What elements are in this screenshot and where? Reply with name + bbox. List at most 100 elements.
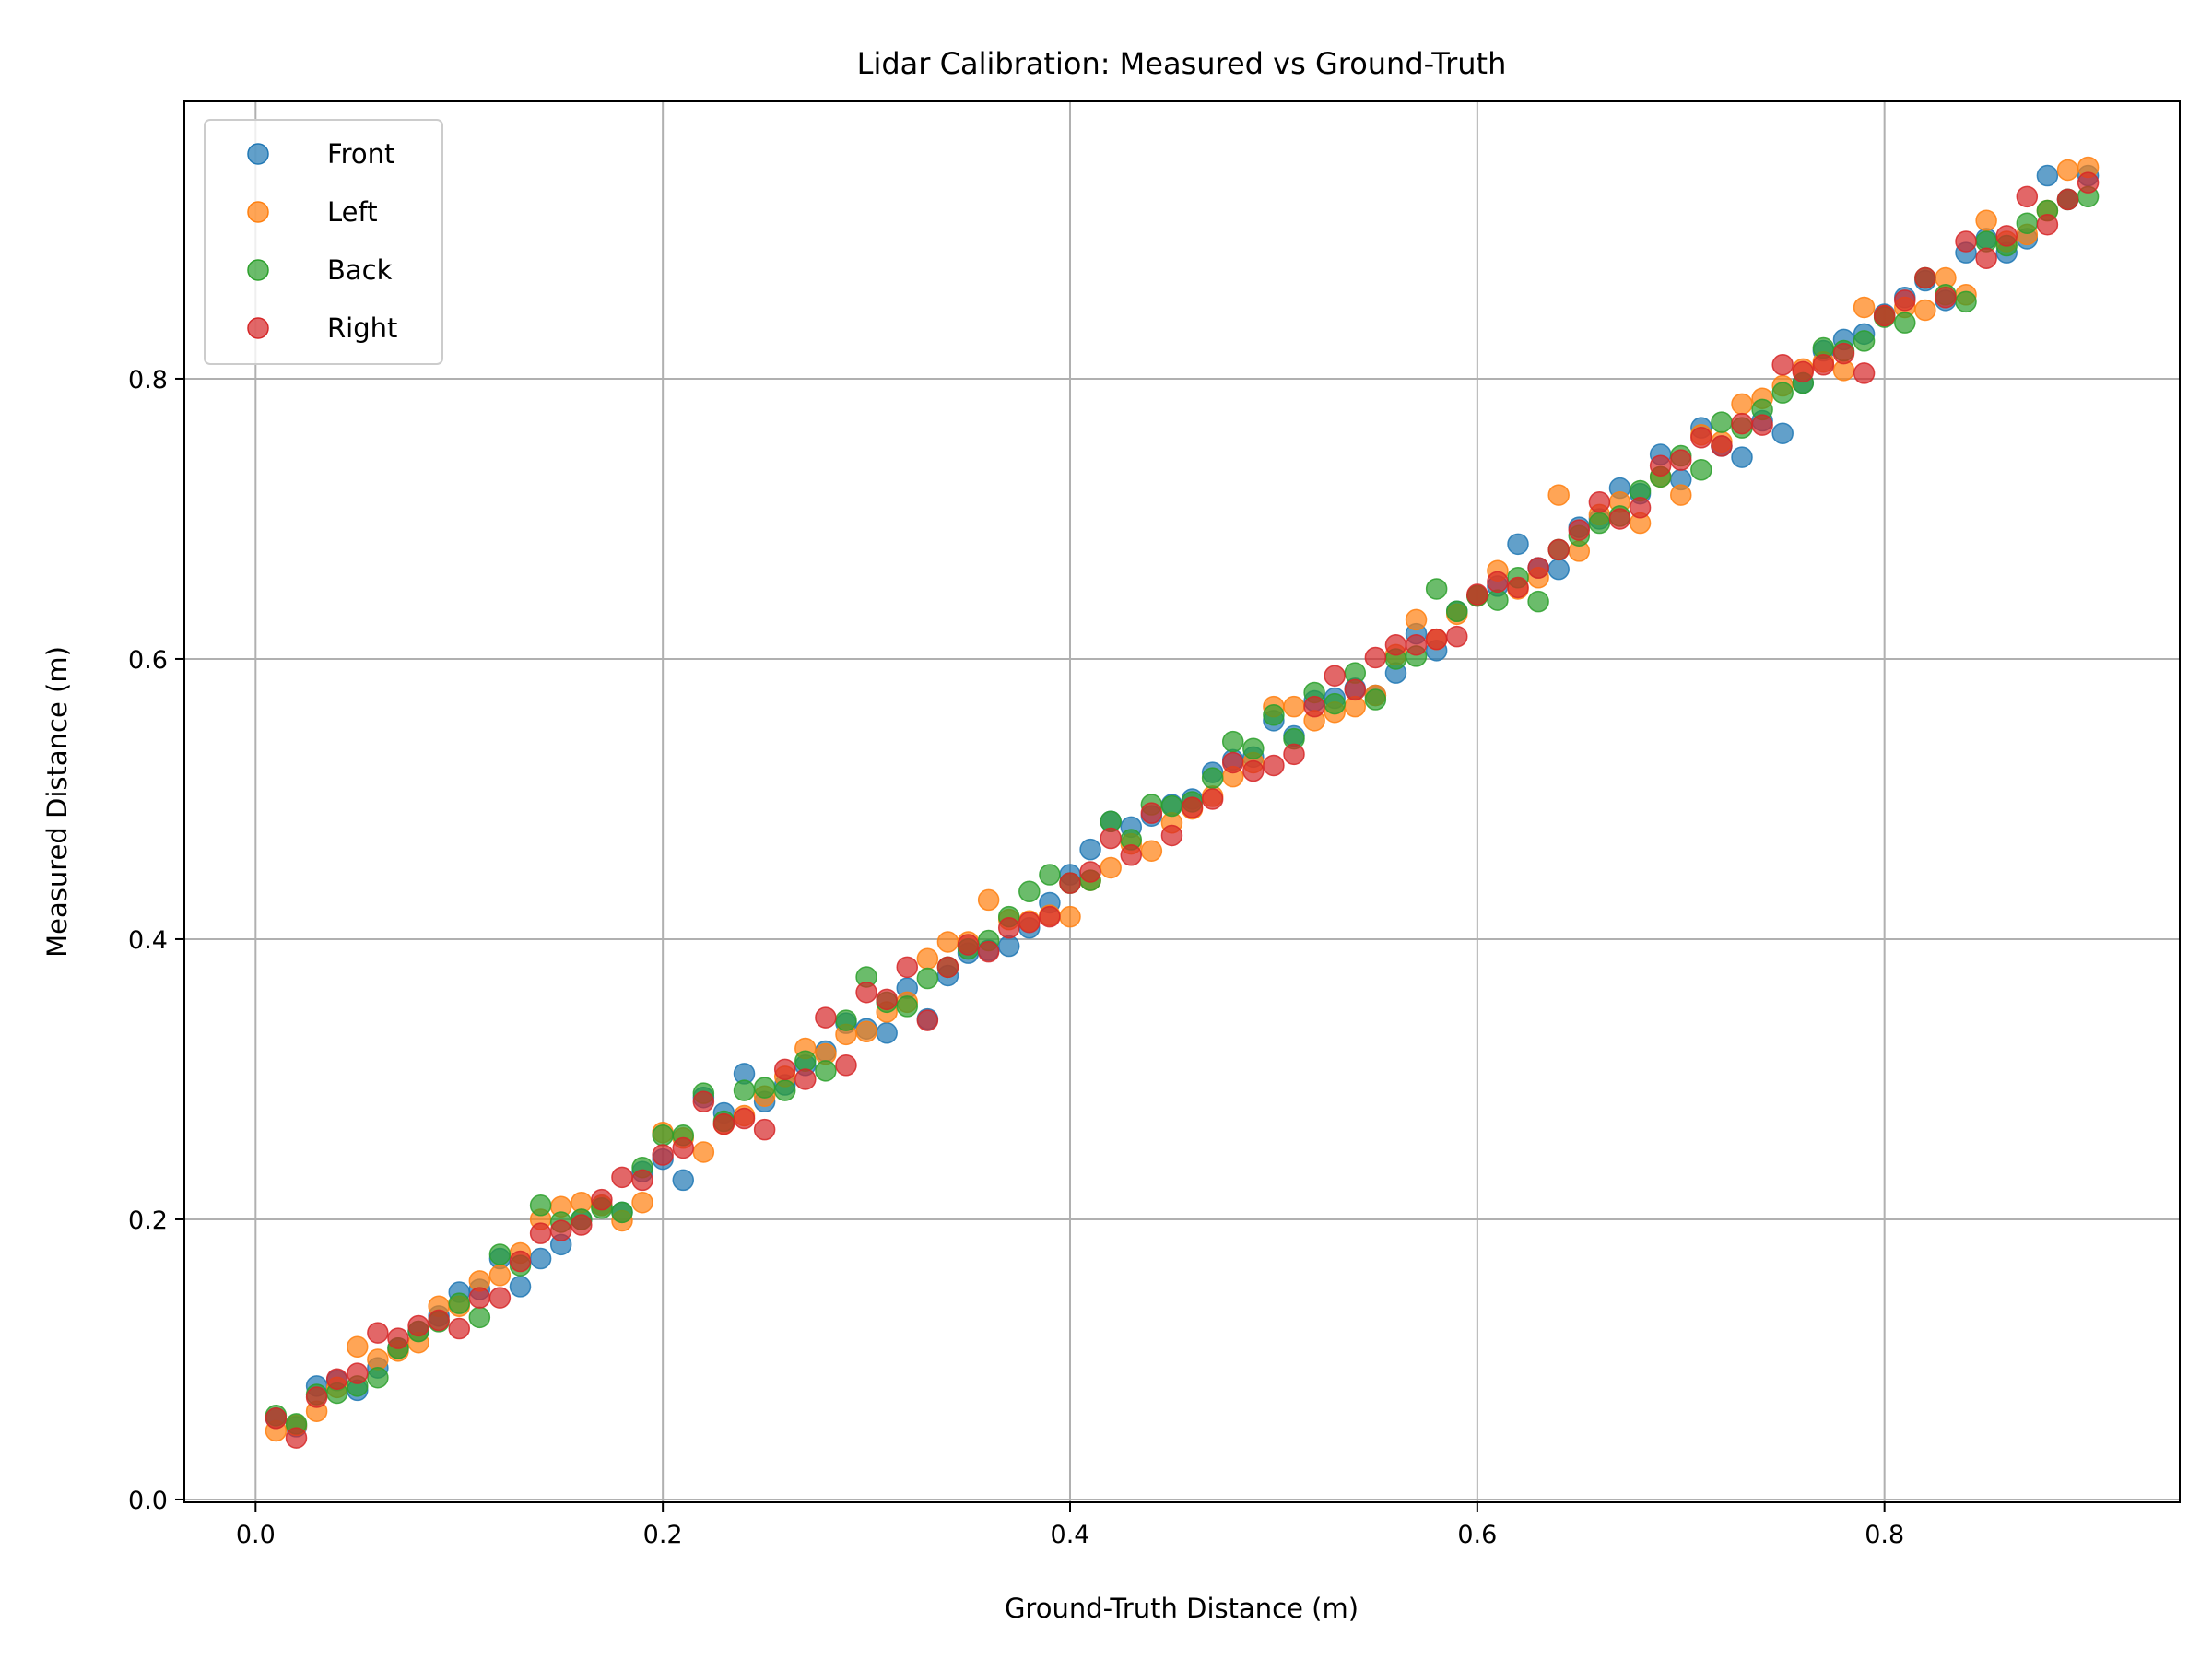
point-right (631, 1169, 653, 1192)
point-right (1894, 289, 1916, 312)
point-right (1201, 788, 1224, 810)
point-right (876, 988, 898, 1011)
point-right (1079, 861, 1101, 883)
point-right (2036, 214, 2059, 236)
point-front (509, 1276, 532, 1298)
point-right (468, 1287, 491, 1309)
point-back (1894, 312, 1916, 334)
data-points (265, 156, 2100, 1449)
point-right (1140, 802, 1163, 824)
point-right (1160, 824, 1183, 847)
point-right (1832, 342, 1855, 365)
y-tick-label: 0.2 (128, 1206, 168, 1235)
point-right (571, 1214, 593, 1236)
point-right (1812, 354, 1835, 376)
point-back (1955, 290, 1977, 313)
point-right (1018, 911, 1041, 934)
legend-box (204, 119, 443, 365)
point-front (1507, 533, 1529, 556)
point-right (529, 1222, 552, 1244)
legend-label-front: Front (327, 138, 394, 170)
point-right (2016, 185, 2039, 208)
axes-frame (183, 100, 2181, 1503)
point-front (529, 1247, 552, 1270)
point-left (1547, 484, 1570, 506)
point-right (1405, 634, 1428, 656)
point-back (1201, 767, 1224, 789)
point-right (2056, 188, 2079, 211)
point-right (815, 1006, 837, 1029)
point-right (1283, 743, 1305, 766)
point-right (1466, 583, 1488, 606)
point-right (407, 1314, 429, 1337)
point-back (1853, 330, 1876, 352)
point-right (265, 1407, 288, 1430)
point-right (794, 1068, 817, 1090)
point-right (957, 934, 980, 956)
legend: Front Left Back Right (204, 119, 443, 365)
x-tick-label: 0.2 (643, 1521, 683, 1549)
point-right (1853, 362, 1876, 384)
point-right (672, 1136, 694, 1159)
point-right (325, 1368, 348, 1390)
point-right (1670, 449, 1692, 471)
point-back (652, 1124, 674, 1147)
point-right (652, 1144, 674, 1166)
point-left (1059, 905, 1081, 928)
point-right (753, 1118, 776, 1141)
point-right (387, 1327, 409, 1349)
point-right (1975, 247, 1997, 269)
point-right (509, 1250, 532, 1273)
point-front (672, 1169, 694, 1192)
point-left (855, 1020, 877, 1043)
point-right (733, 1107, 756, 1130)
point-front (997, 935, 1020, 958)
point-right (1568, 519, 1591, 541)
point-right (896, 956, 919, 979)
point-back (611, 1201, 633, 1224)
point-left (1140, 840, 1163, 862)
point-back (2016, 212, 2039, 234)
point-back (1487, 589, 1509, 611)
point-left (1731, 393, 1753, 416)
point-left (1283, 695, 1305, 718)
point-right (428, 1309, 450, 1332)
legend-label-left: Left (327, 196, 378, 228)
point-right (305, 1386, 328, 1408)
y-tick-label: 0.0 (128, 1487, 168, 1515)
point-right (1588, 490, 1611, 513)
point-back (733, 1079, 756, 1101)
point-right (1771, 354, 1794, 376)
point-right (1731, 412, 1753, 435)
point-right (1344, 678, 1367, 701)
point-back (773, 1079, 796, 1101)
y-tick-label: 0.4 (128, 926, 168, 955)
x-tick-label: 0.0 (236, 1521, 276, 1549)
legend-marker-right (247, 317, 269, 339)
point-back (1160, 794, 1183, 818)
point-right (1711, 435, 1733, 457)
point-right (855, 981, 877, 1004)
point-back (1690, 459, 1712, 481)
point-left (367, 1348, 389, 1371)
point-right (285, 1427, 308, 1449)
point-right (1629, 497, 1652, 519)
legend-marker-back (247, 259, 269, 281)
point-back (753, 1077, 776, 1099)
point-back (1588, 512, 1611, 535)
point-right (916, 1009, 939, 1031)
point-back (1221, 730, 1244, 753)
point-right (367, 1322, 389, 1344)
point-left (1670, 484, 1692, 506)
point-back (1527, 590, 1549, 613)
point-left (916, 947, 939, 970)
point-left (488, 1265, 512, 1287)
point-right (936, 956, 959, 979)
point-left (1853, 296, 1876, 319)
point-left (1405, 608, 1428, 631)
point-right (1263, 754, 1285, 777)
point-left (1100, 856, 1122, 879)
point-back (468, 1306, 491, 1329)
point-right (1649, 454, 1672, 477)
x-tick-label: 0.4 (1051, 1521, 1090, 1549)
